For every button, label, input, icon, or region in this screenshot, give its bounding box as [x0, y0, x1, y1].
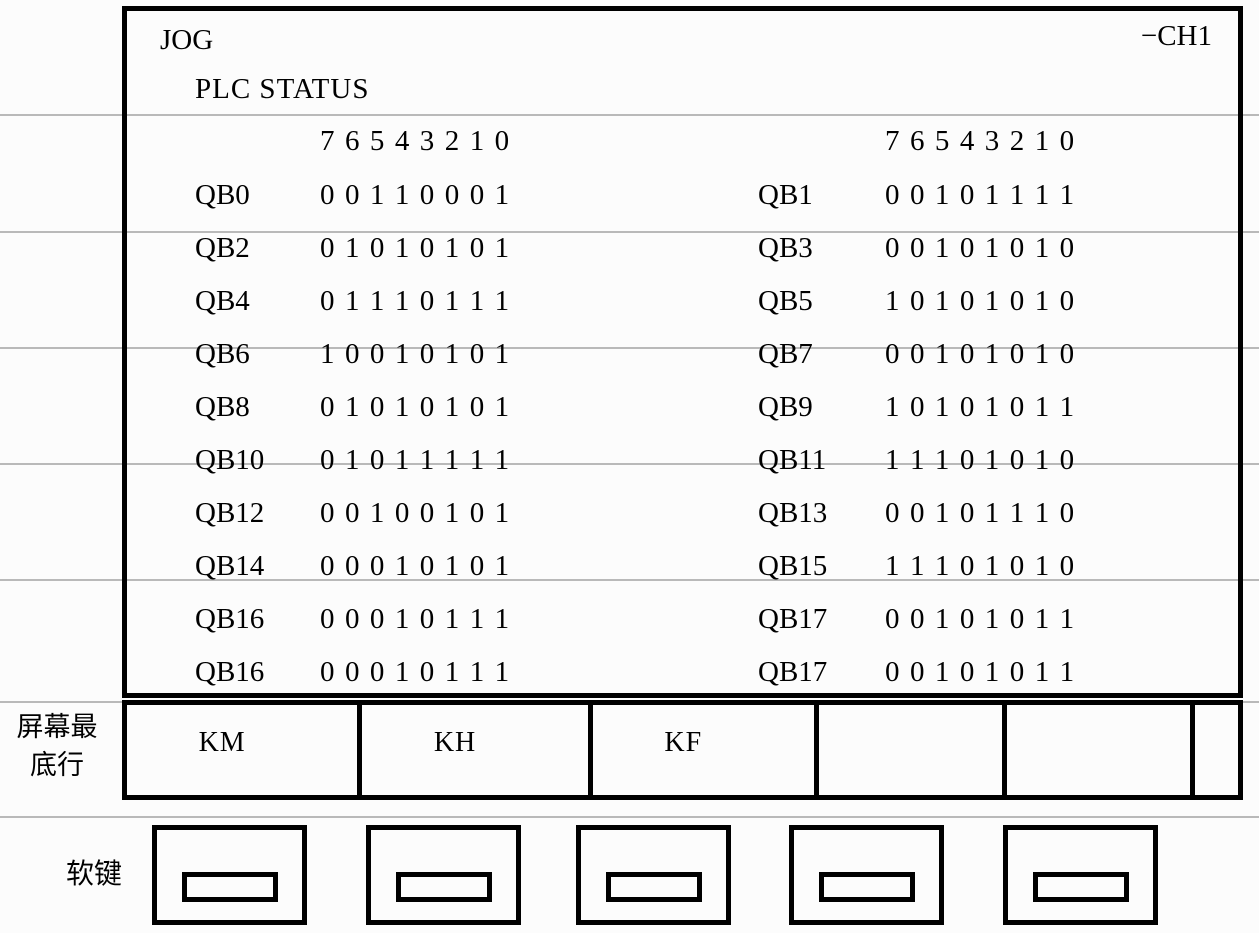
- softkey-label: KF: [664, 727, 703, 758]
- softkey-label-cell[interactable]: [1001, 705, 1190, 795]
- softkey-label-cell[interactable]: KM: [127, 705, 357, 795]
- byte-label: QB2: [195, 232, 250, 264]
- status-table-row: QB16 0 0 0 1 0 1 1 1 QB17 0 0 1 0 1 0 1 …: [127, 604, 1238, 657]
- byte-bits: 1 0 0 1 0 1 0 1: [320, 338, 511, 370]
- byte-bits: 0 1 0 1 1 1 1 1: [320, 444, 511, 476]
- byte-label: QB16: [195, 603, 265, 635]
- softkey-keycap-icon: [818, 872, 915, 902]
- screen-bottom-row-caption: 屏幕最底行: [16, 712, 98, 780]
- status-table-row: QB8 0 1 0 1 0 1 0 1 QB9 1 0 1 0 1 0 1 1: [127, 392, 1238, 445]
- softkey-button[interactable]: [152, 825, 307, 925]
- byte-label: QB12: [195, 497, 265, 529]
- byte-label: QB1: [758, 179, 813, 211]
- softkey-button[interactable]: [576, 825, 731, 925]
- bit-index-header: 7 6 5 4 3 2 1 0 7 6 5 4 3 2 1 0: [127, 126, 1238, 156]
- byte-label: QB14: [195, 550, 265, 582]
- status-table-row: QB2 0 1 0 1 0 1 0 1 QB3 0 0 1 0 1 0 1 0: [127, 233, 1238, 286]
- byte-bits: 0 0 1 0 1 0 1 0: [885, 232, 1076, 264]
- byte-label: QB5: [758, 285, 813, 317]
- byte-bits: 0 0 1 0 1 1 1 1: [885, 179, 1076, 211]
- byte-label: QB10: [195, 444, 265, 476]
- byte-bits: 0 0 0 1 0 1 0 1: [320, 550, 511, 582]
- byte-bits: 0 1 0 1 0 1 0 1: [320, 232, 511, 264]
- byte-bits: 0 0 1 1 0 0 0 1: [320, 179, 511, 211]
- byte-bits: 1 0 1 0 1 0 1 0: [885, 285, 1076, 317]
- gridline: [0, 463, 1259, 465]
- softkey-label: KH: [433, 727, 477, 758]
- gridline: [0, 579, 1259, 581]
- gridline: [0, 347, 1259, 349]
- byte-label: QB6: [195, 338, 250, 370]
- byte-label: QB8: [195, 391, 250, 423]
- status-table-row: QB14 0 0 0 1 0 1 0 1 QB15 1 1 1 0 1 0 1 …: [127, 551, 1238, 604]
- byte-bits: 0 1 0 1 0 1 0 1: [320, 391, 511, 423]
- softkey-label-cell[interactable]: KH: [357, 705, 588, 795]
- byte-bits: 1 1 1 0 1 0 1 0: [885, 444, 1076, 476]
- byte-bits: 0 0 1 0 1 0 1 1: [885, 603, 1076, 635]
- byte-bits: 0 0 0 1 0 1 1 1: [320, 656, 511, 688]
- softkey-button[interactable]: [789, 825, 944, 925]
- gridline: [0, 114, 1259, 116]
- status-table-row: QB16 0 0 0 1 0 1 1 1 QB17 0 0 1 0 1 0 1 …: [127, 657, 1238, 710]
- gridline: [0, 816, 1259, 818]
- byte-bits: 1 1 1 0 1 0 1 0: [885, 550, 1076, 582]
- gridline: [0, 231, 1259, 233]
- byte-label: QB16: [195, 656, 265, 688]
- softkey-label: KM: [198, 727, 246, 758]
- softkey-button[interactable]: [1003, 825, 1158, 925]
- softkey-button[interactable]: [366, 825, 521, 925]
- byte-label: QB9: [758, 391, 813, 423]
- byte-label: QB13: [758, 497, 828, 529]
- softkeys-caption: 软键: [66, 859, 123, 890]
- byte-label: QB3: [758, 232, 813, 264]
- byte-label: QB17: [758, 603, 828, 635]
- softkey-label-cell[interactable]: [813, 705, 1002, 795]
- softkey-keycap-icon: [395, 872, 492, 902]
- page-title: PLC STATUS: [195, 73, 370, 105]
- softkey-label-cell[interactable]: KF: [587, 705, 814, 795]
- mode-indicator: JOG: [160, 24, 214, 56]
- bit-index-header-left: 7 6 5 4 3 2 1 0: [320, 125, 511, 157]
- status-table-row: QB4 0 1 1 1 0 1 1 1 QB5 1 0 1 0 1 0 1 0: [127, 286, 1238, 339]
- plc-status-table: QB0 0 0 1 1 0 0 0 1 QB1 0 0 1 0 1 1 1 1 …: [127, 180, 1238, 710]
- byte-label: QB7: [758, 338, 813, 370]
- byte-bits: 0 0 1 0 1 0 1 0: [885, 338, 1076, 370]
- status-table-row: QB10 0 1 0 1 1 1 1 1 QB11 1 1 1 0 1 0 1 …: [127, 445, 1238, 498]
- byte-label: QB15: [758, 550, 828, 582]
- byte-label: QB17: [758, 656, 828, 688]
- softkey-label-bar: KM KH KF: [122, 700, 1243, 800]
- status-table-row: QB6 1 0 0 1 0 1 0 1 QB7 0 0 1 0 1 0 1 0: [127, 339, 1238, 392]
- softkey-keycap-icon: [181, 872, 278, 902]
- channel-indicator: −CH1: [1140, 20, 1212, 52]
- softkey-keycap-icon: [1032, 872, 1129, 902]
- status-table-row: QB12 0 0 1 0 0 1 0 1 QB13 0 0 1 0 1 1 1 …: [127, 498, 1238, 551]
- byte-bits: 0 0 0 1 0 1 1 1: [320, 603, 511, 635]
- byte-bits: 0 0 1 0 1 0 1 1: [885, 656, 1076, 688]
- bit-index-header-right: 7 6 5 4 3 2 1 0: [885, 125, 1076, 157]
- byte-bits: 0 0 1 0 0 1 0 1: [320, 497, 511, 529]
- softkey-label-cell[interactable]: [1190, 705, 1238, 795]
- byte-bits: 1 0 1 0 1 0 1 1: [885, 391, 1076, 423]
- byte-label: QB4: [195, 285, 250, 317]
- softkey-keycap-icon: [605, 872, 702, 902]
- byte-bits: 0 1 1 1 0 1 1 1: [320, 285, 511, 317]
- byte-bits: 0 0 1 0 1 1 1 0: [885, 497, 1076, 529]
- crt-screen: JOG −CH1 PLC STATUS 7 6 5 4 3 2 1 0 7 6 …: [122, 6, 1243, 698]
- byte-label: QB0: [195, 179, 250, 211]
- status-table-row: QB0 0 0 1 1 0 0 0 1 QB1 0 0 1 0 1 1 1 1: [127, 180, 1238, 233]
- byte-label: QB11: [758, 444, 827, 476]
